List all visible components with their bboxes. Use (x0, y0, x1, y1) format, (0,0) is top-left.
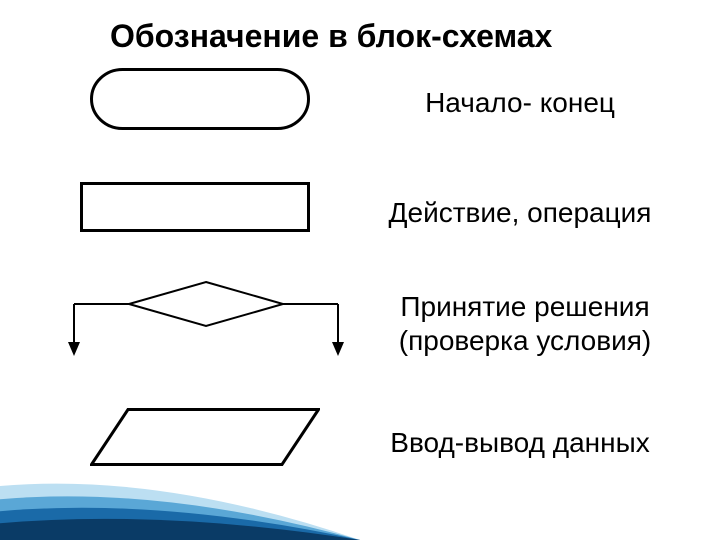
page-title: Обозначение в блок-схемах (110, 18, 552, 55)
shape-terminator (90, 68, 310, 130)
corner-accent (0, 480, 360, 540)
label-decision: Принятие решения (проверка условия) (360, 290, 690, 357)
shape-io (90, 408, 320, 466)
shape-decision (66, 280, 346, 416)
shape-process (80, 182, 310, 232)
label-process: Действие, операция (350, 196, 690, 230)
label-io: Ввод-вывод данных (350, 426, 690, 460)
label-terminator: Начало- конец (370, 86, 670, 120)
